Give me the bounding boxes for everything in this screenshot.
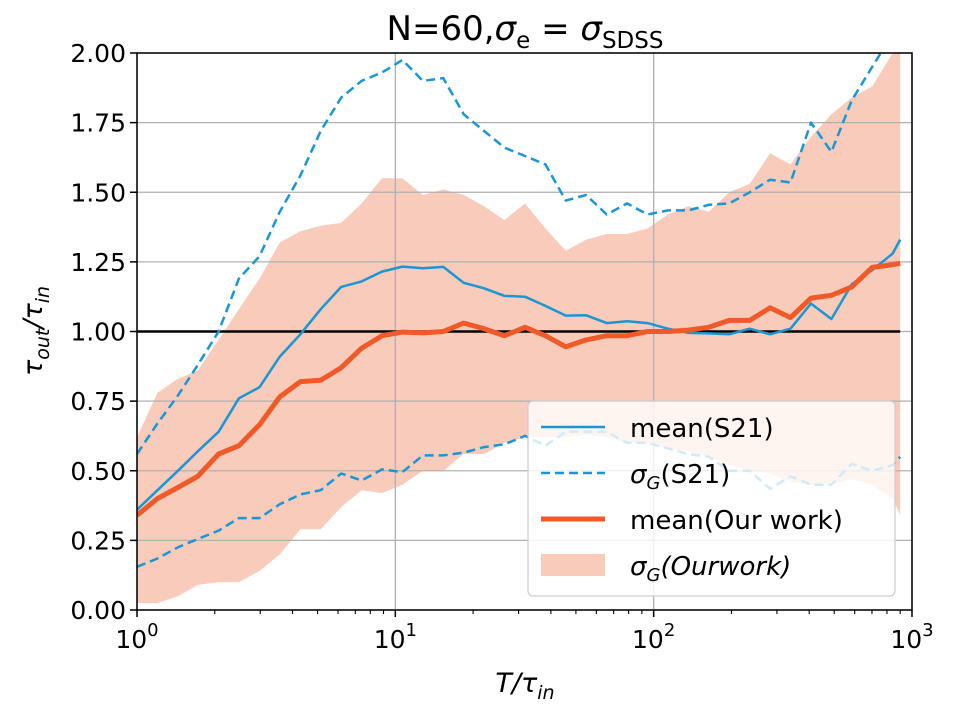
series-layer — [137, 53, 902, 568]
x-axis-label: T/τin — [495, 668, 554, 704]
y-tick-label: 2.00 — [70, 39, 126, 68]
ticks-layer: 0.00 0.25 0.50 0.75 1.00 1.25 1.50 1.75 2.00 100 1… — [70, 39, 933, 654]
legend-label-band-ours: σG(Ourwork) — [630, 552, 791, 586]
legend-label-sigma-s21: σG(S21) — [630, 460, 730, 494]
legend: mean(S21) σG(S21) mean(Our work) σG(Ourw… — [527, 400, 896, 597]
y-tick-label: 0.25 — [70, 526, 126, 555]
y-tick-label: 0.00 — [70, 596, 126, 625]
y-tick-label: 1.00 — [70, 318, 126, 347]
series-line-1 — [137, 53, 883, 455]
x-tick-label: 102 — [632, 620, 675, 654]
y-tick-label: 0.50 — [70, 457, 126, 486]
y-axis-label: τout/τin — [18, 286, 54, 376]
y-tick-label: 1.75 — [70, 109, 126, 138]
legend-swatch-band-ours — [541, 554, 605, 576]
series-line-0 — [137, 239, 902, 511]
legend-label-mean-ours: mean(Our work) — [630, 506, 843, 536]
y-tick-label: 0.75 — [70, 387, 126, 416]
series-line-3 — [137, 260, 901, 518]
x-tick-label: 101 — [374, 620, 417, 654]
x-tick-label: 100 — [115, 620, 158, 654]
y-tick-label: 1.25 — [70, 248, 126, 277]
chart-title: N=60,σe = σSDSS — [387, 9, 664, 54]
y-tick-label: 1.50 — [70, 178, 126, 207]
legend-box — [527, 400, 896, 597]
x-tick-label: 103 — [890, 620, 933, 654]
legend-label-mean-s21: mean(S21) — [630, 414, 774, 444]
